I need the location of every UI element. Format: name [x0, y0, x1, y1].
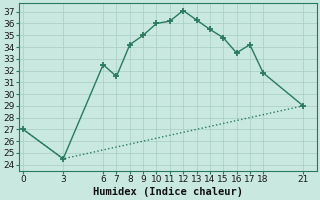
X-axis label: Humidex (Indice chaleur): Humidex (Indice chaleur) — [93, 186, 243, 197]
